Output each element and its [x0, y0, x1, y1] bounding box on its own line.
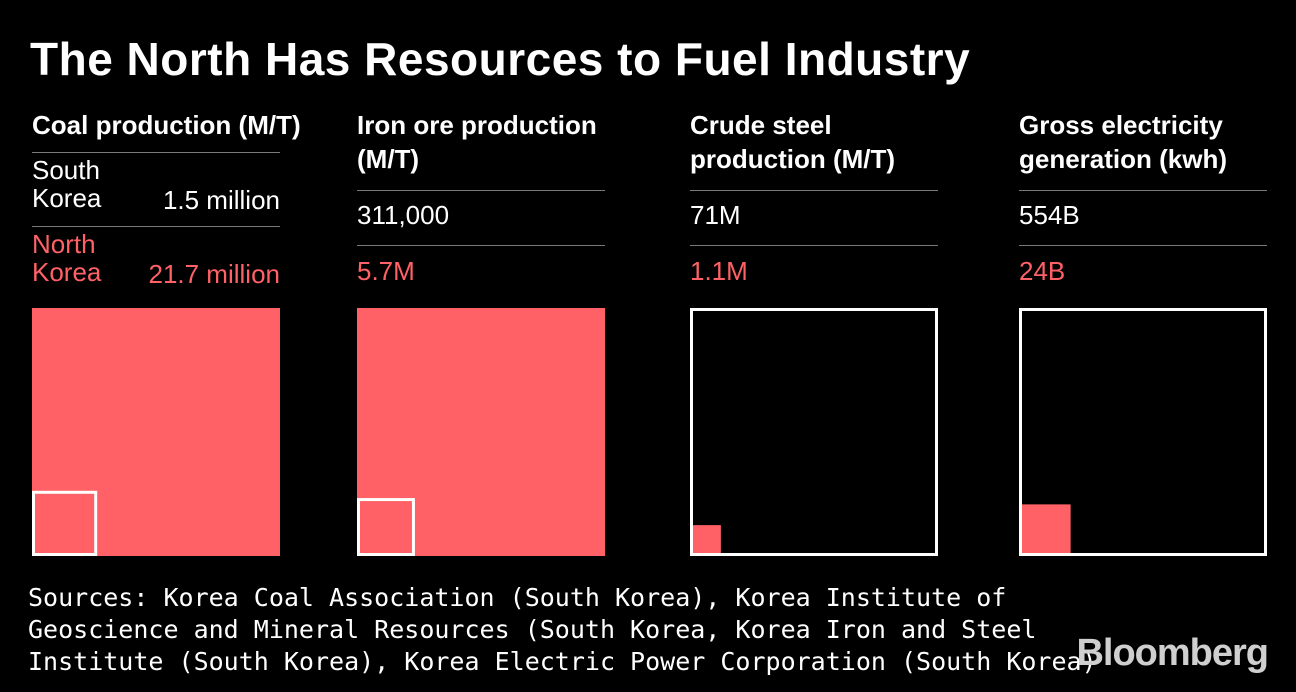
south-korea-square — [32, 490, 98, 557]
chart-electricity — [1019, 308, 1267, 556]
chart-title: The North Has Resources to Fuel Industry — [30, 33, 971, 85]
electricity-south-value: 554B — [1019, 200, 1080, 230]
crude-steel-north-value: 1.1M — [690, 256, 748, 286]
panel-title-coal: Coal production (M/T) — [32, 110, 301, 140]
sources-line: Institute (South Korea), Korea Electric … — [28, 647, 1097, 676]
divider — [32, 226, 280, 227]
coal-south-value: 1.5 million — [162, 185, 280, 215]
coal-south-row: South Korea 1.5 million — [32, 156, 280, 214]
north-korea-square — [1019, 504, 1071, 556]
coal-north-value: 21.7 million — [148, 259, 280, 289]
divider — [357, 245, 605, 246]
north-korea-label: North Korea — [32, 229, 102, 287]
coal-north-row: North Korea 21.7 million — [32, 230, 280, 288]
iron-ore-north-value: 5.7M — [357, 256, 415, 286]
bloomberg-logo: Bloomberg — [1076, 632, 1269, 674]
iron-ore-south-value: 311,000 — [357, 200, 450, 230]
sources-line: Sources: Korea Coal Association (South K… — [28, 583, 1007, 612]
chart-iron-ore — [357, 308, 605, 556]
south-korea-square — [357, 498, 415, 556]
divider — [1019, 190, 1267, 191]
electricity-north-value: 24B — [1019, 256, 1066, 286]
chart-coal — [32, 308, 280, 557]
north-korea-square — [690, 525, 721, 556]
panel-crude-steel: Crude steel production (M/T) 71M 1.1M — [690, 108, 940, 556]
panel-coal: Coal production (M/T) South Korea 1.5 mi… — [32, 108, 301, 557]
sources-line: Geoscience and Mineral Resources (South … — [28, 615, 1037, 644]
north-korea-square — [357, 308, 605, 556]
panel-electricity: Gross electricity generation (kwh) 554B … — [1019, 108, 1269, 556]
crude-steel-south-value: 71M — [690, 200, 741, 230]
divider — [690, 245, 938, 246]
panel-title-crude-steel: Crude steel production (M/T) — [690, 110, 896, 174]
south-korea-label: South Korea — [32, 155, 102, 213]
chart-crude-steel — [690, 308, 938, 556]
panel-title-iron-ore: Iron ore production (M/T) — [357, 110, 597, 174]
divider — [1019, 245, 1267, 246]
sources-note: Sources: Korea Coal Association (South K… — [28, 582, 1097, 678]
south-korea-square — [1019, 308, 1267, 556]
divider — [690, 190, 938, 191]
panel-iron-ore: Iron ore production (M/T) 311,000 5.7M — [357, 108, 607, 556]
south-korea-square — [690, 308, 938, 556]
north-korea-square — [32, 308, 280, 556]
divider — [357, 190, 605, 191]
panel-title-electricity: Gross electricity generation (kwh) — [1019, 110, 1228, 174]
divider — [32, 152, 280, 153]
